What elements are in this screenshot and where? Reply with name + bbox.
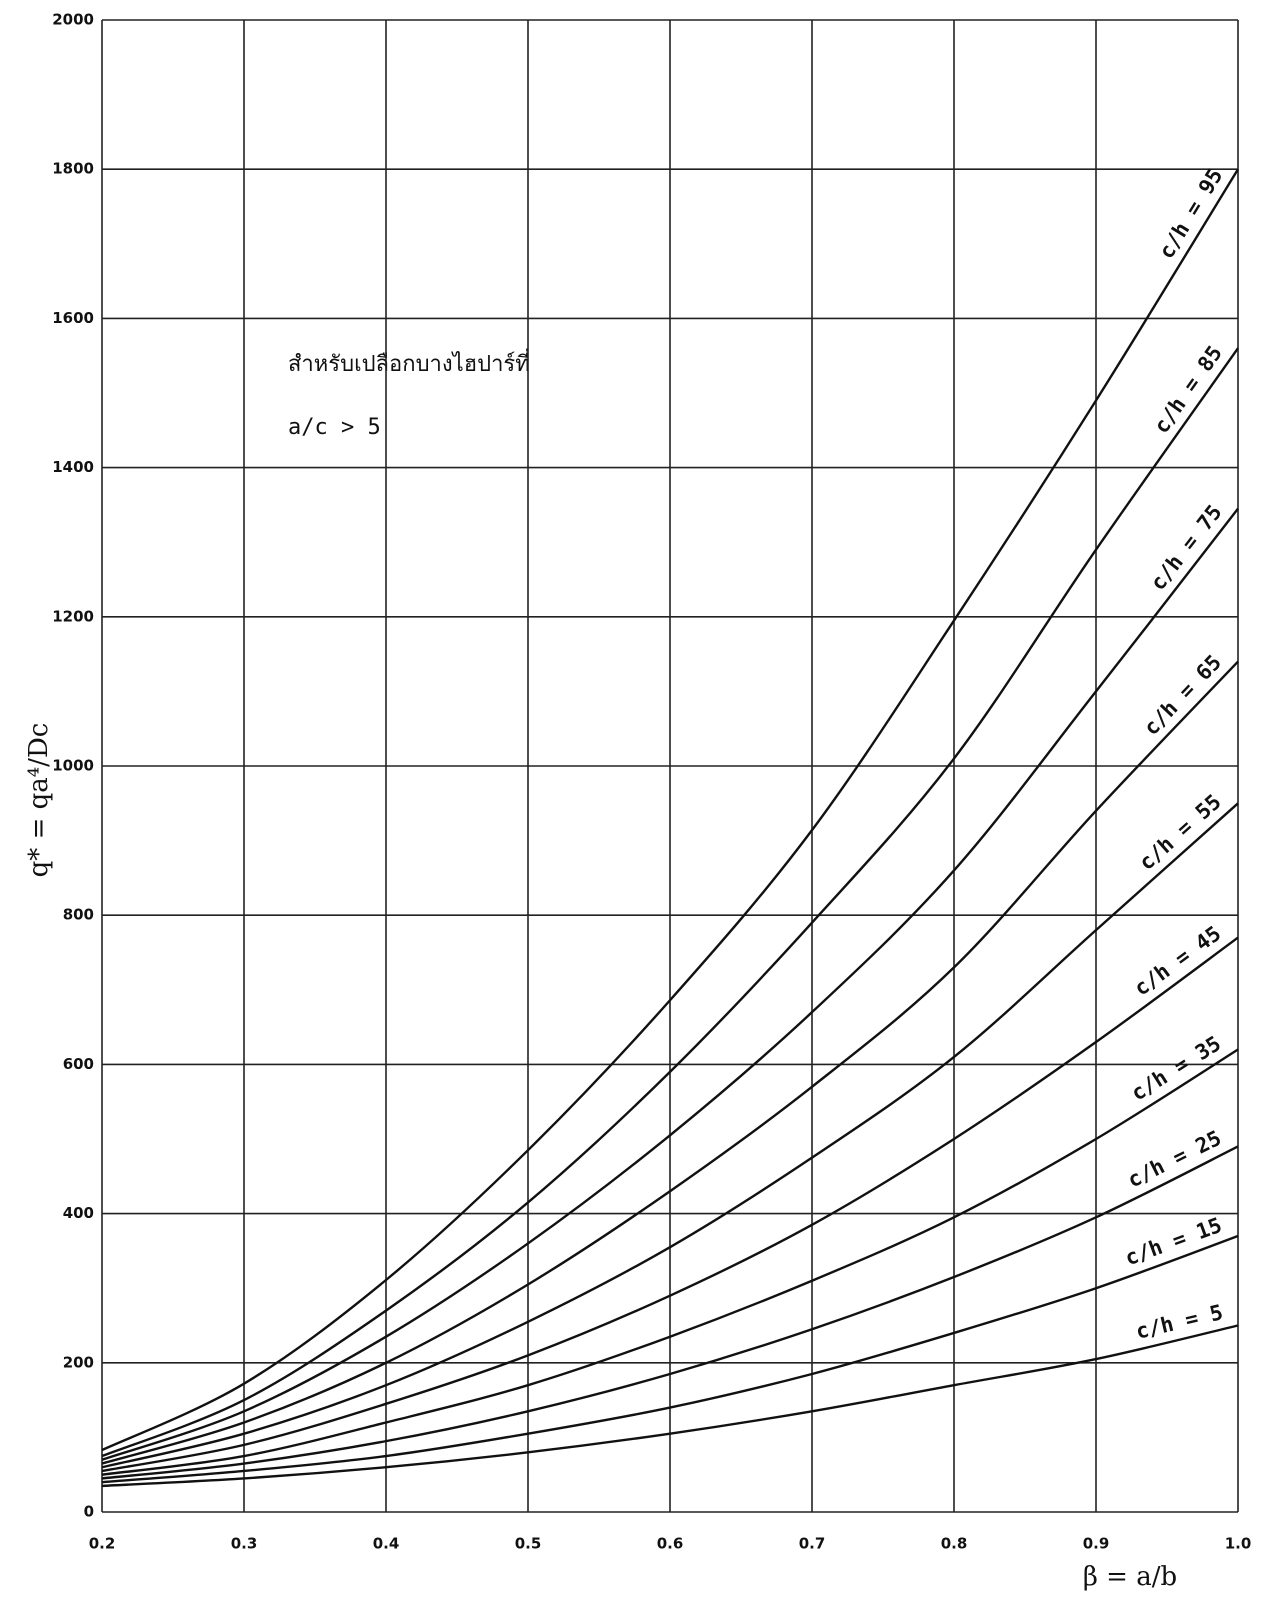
x-tick-label: 0.7 (799, 1535, 826, 1553)
curve-label: c/h = 15 (1122, 1213, 1225, 1270)
x-tick-label: 0.6 (657, 1535, 684, 1553)
x-tick-label: 0.9 (1083, 1535, 1110, 1553)
curve-label: c/h = 85 (1149, 341, 1227, 438)
x-tick-label: 0.4 (373, 1535, 400, 1553)
curve-label: c/h = 45 (1130, 921, 1226, 1000)
y-tick-label: 1400 (52, 458, 94, 476)
y-tick-label: 0 (84, 1503, 94, 1521)
curve-label: c/h = 25 (1124, 1126, 1225, 1193)
curve-label: c/h = 65 (1139, 650, 1226, 740)
y-tick-label: 1000 (52, 757, 94, 775)
x-tick-label: 0.8 (941, 1535, 968, 1553)
curve-label: c/h = 5 (1134, 1300, 1226, 1344)
x-tick-label: 1.0 (1225, 1535, 1252, 1553)
curve-label: c/h = 55 (1134, 790, 1225, 875)
y-tick-label: 1600 (52, 309, 94, 327)
x-tick-label: 0.3 (231, 1535, 258, 1553)
y-tick-label: 200 (63, 1353, 94, 1371)
y-tick-label: 1200 (52, 607, 94, 625)
x-tick-label: 0.2 (89, 1535, 116, 1553)
annotation: a/c > 5 (288, 415, 381, 440)
y-tick-label: 800 (63, 906, 94, 924)
annotation: สำหรับเปลือกบางไฮปาร์ที่ (288, 348, 530, 377)
curve-label: c/h = 75 (1146, 500, 1227, 595)
x-tick-label: 0.5 (515, 1535, 542, 1553)
y-tick-label: 2000 (52, 11, 94, 29)
y-tick-label: 400 (63, 1204, 94, 1222)
y-axis-title: q* = qa⁴/Dc (24, 723, 54, 878)
y-tick-label: 600 (63, 1055, 94, 1073)
y-tick-label: 1800 (52, 160, 94, 178)
chart: สำหรับเปลือกบางไฮปาร์ที่ a/c > 5 β = a/b… (0, 0, 1282, 1599)
x-axis-title: β = a/b (1083, 1562, 1177, 1592)
